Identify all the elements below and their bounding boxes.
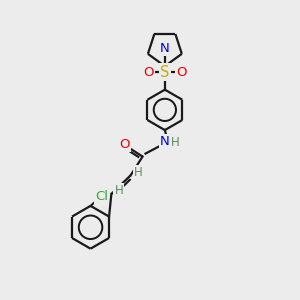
Text: H: H — [114, 184, 123, 197]
Text: N: N — [160, 135, 170, 148]
Text: O: O — [119, 138, 130, 151]
Text: H: H — [171, 136, 180, 149]
Text: H: H — [134, 166, 142, 179]
Text: N: N — [160, 42, 170, 55]
Text: Cl: Cl — [95, 190, 108, 202]
Text: O: O — [143, 66, 154, 79]
Text: O: O — [176, 66, 187, 79]
Text: S: S — [160, 64, 170, 80]
